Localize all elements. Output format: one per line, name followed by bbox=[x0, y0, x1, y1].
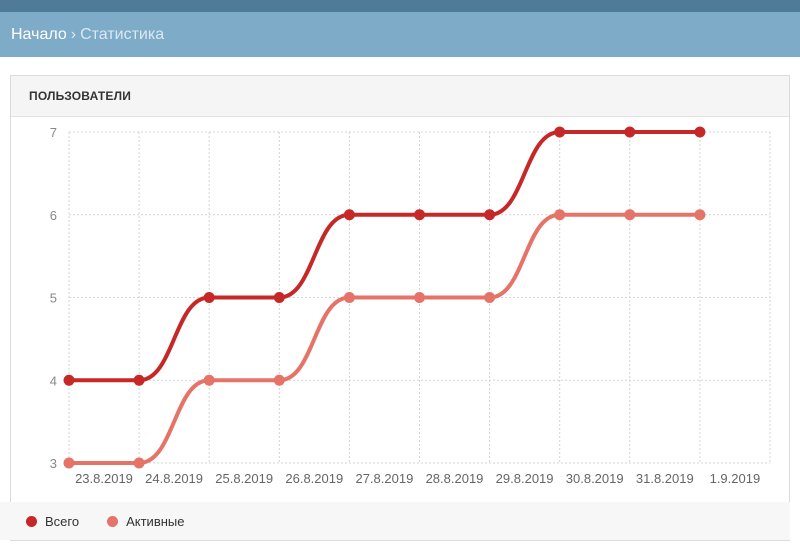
x-tick-label: 31.8.2019 bbox=[636, 471, 694, 486]
legend-marker-total bbox=[26, 515, 37, 527]
chart-legend: Всего Активные bbox=[0, 502, 790, 540]
breadcrumb-separator: › bbox=[70, 25, 77, 43]
breadcrumb-current: Статистика bbox=[80, 25, 165, 43]
panel-header: ПОЛЬЗОВАТЕЛИ bbox=[11, 76, 789, 117]
breadcrumb-home-link[interactable]: Начало bbox=[11, 25, 67, 43]
data-point-active bbox=[273, 374, 285, 386]
data-point-total bbox=[414, 209, 425, 221]
x-tick-label: 1.9.2019 bbox=[710, 471, 761, 486]
data-point-active bbox=[694, 209, 706, 221]
data-point-active bbox=[133, 457, 145, 469]
breadcrumb: Начало › Статистика bbox=[0, 12, 800, 57]
y-tick-label: 3 bbox=[50, 456, 57, 471]
data-point-active bbox=[414, 292, 425, 303]
data-point-total bbox=[133, 374, 145, 386]
y-tick-label: 6 bbox=[50, 208, 57, 223]
y-tick-label: 4 bbox=[50, 373, 57, 388]
data-point-total bbox=[63, 374, 75, 386]
x-tick-label: 30.8.2019 bbox=[566, 471, 624, 486]
series-line-active bbox=[67, 212, 702, 466]
x-tick-label: 26.8.2019 bbox=[285, 471, 343, 486]
legend-marker-active bbox=[107, 515, 119, 527]
data-point-total bbox=[624, 126, 636, 138]
data-point-active bbox=[554, 209, 566, 221]
legend-item-total[interactable]: Всего bbox=[26, 514, 79, 529]
data-point-active bbox=[63, 457, 75, 469]
y-tick-label: 7 bbox=[50, 125, 57, 140]
x-tick-label: 24.8.2019 bbox=[145, 471, 203, 486]
series-line-total bbox=[67, 129, 702, 383]
x-tick-label: 29.8.2019 bbox=[496, 471, 554, 486]
panel-title: ПОЛЬЗОВАТЕЛИ bbox=[29, 89, 132, 103]
top-bar bbox=[0, 0, 800, 12]
legend-label-total: Всего bbox=[45, 513, 80, 529]
data-point-active bbox=[624, 209, 636, 221]
x-tick-label: 27.8.2019 bbox=[355, 471, 413, 486]
x-tick-label: 28.8.2019 bbox=[426, 471, 484, 486]
x-tick-label: 25.8.2019 bbox=[215, 471, 273, 486]
data-point-total bbox=[554, 126, 566, 138]
x-tick-label: 23.8.2019 bbox=[75, 471, 133, 486]
y-tick-label: 5 bbox=[50, 291, 57, 306]
legend-item-active[interactable]: Активные bbox=[107, 514, 184, 529]
data-point-total bbox=[694, 126, 706, 138]
data-point-total bbox=[273, 292, 285, 303]
legend-label-active: Активные bbox=[126, 513, 185, 529]
data-point-total bbox=[484, 209, 496, 221]
data-point-active bbox=[203, 374, 215, 386]
data-point-active bbox=[484, 292, 496, 303]
data-point-total bbox=[343, 209, 355, 221]
data-point-active bbox=[343, 292, 355, 303]
data-point-total bbox=[203, 292, 215, 303]
